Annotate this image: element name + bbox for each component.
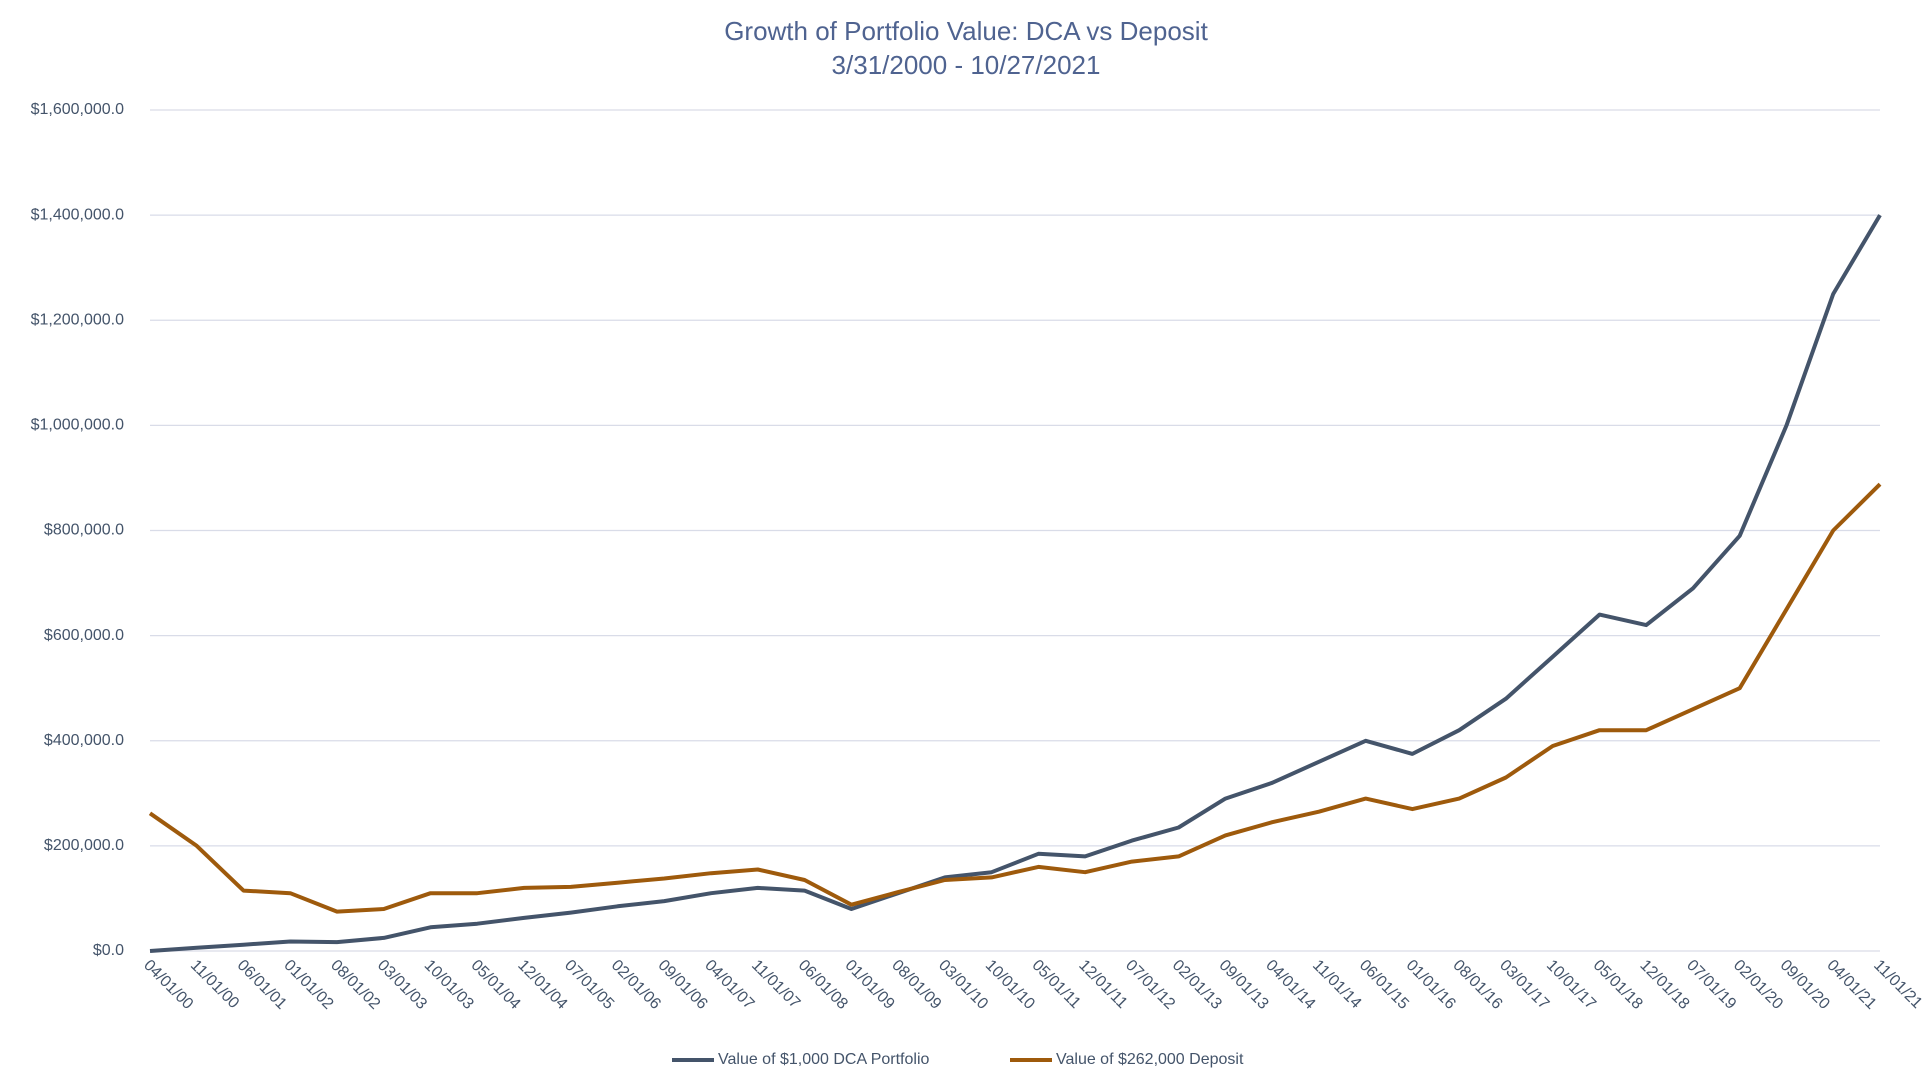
x-tick-label: 09/01/13 bbox=[1216, 957, 1272, 1013]
x-tick-label: 09/01/20 bbox=[1777, 957, 1833, 1013]
x-tick-label: 11/01/21 bbox=[1870, 957, 1925, 1012]
y-tick-label: $1,000,000.0 bbox=[31, 417, 125, 434]
x-tick-label: 07/01/05 bbox=[561, 957, 617, 1013]
chart-title: Growth of Portfolio Value: DCA vs Deposi… bbox=[724, 16, 1208, 46]
x-tick-label: 03/01/17 bbox=[1496, 957, 1552, 1013]
x-tick-label: 02/01/06 bbox=[608, 957, 664, 1013]
y-tick-label: $1,600,000.0 bbox=[31, 101, 125, 118]
x-tick-label: 04/01/07 bbox=[701, 957, 757, 1013]
x-tick-label: 04/01/14 bbox=[1262, 957, 1318, 1013]
x-tick-label: 06/01/01 bbox=[234, 957, 290, 1013]
x-tick-label: 01/01/09 bbox=[842, 957, 898, 1013]
x-tick-label: 07/01/19 bbox=[1683, 957, 1739, 1013]
y-tick-label: $800,000.0 bbox=[44, 522, 124, 539]
x-tick-label: 08/01/02 bbox=[327, 957, 383, 1013]
x-tick-label: 02/01/13 bbox=[1169, 957, 1225, 1013]
x-tick-label: 12/01/04 bbox=[514, 957, 570, 1013]
x-tick-label: 10/01/03 bbox=[421, 957, 477, 1013]
x-tick-label: 06/01/15 bbox=[1356, 957, 1412, 1013]
series-line bbox=[148, 482, 1882, 914]
x-tick-label: 05/01/11 bbox=[1029, 957, 1084, 1012]
legend-label: Value of $1,000 DCA Portfolio bbox=[718, 1051, 929, 1068]
x-tick-label: 01/01/16 bbox=[1403, 957, 1459, 1013]
x-tick-label: 01/01/02 bbox=[280, 957, 336, 1013]
x-tick-label: 08/01/16 bbox=[1449, 957, 1505, 1013]
chart-subtitle: 3/31/2000 - 10/27/2021 bbox=[832, 50, 1101, 80]
series-line bbox=[149, 214, 1882, 953]
x-tick-label: 05/01/18 bbox=[1590, 957, 1646, 1013]
x-tick-label: 12/01/11 bbox=[1075, 957, 1130, 1012]
y-tick-label: $1,400,000.0 bbox=[31, 206, 125, 223]
y-tick-label: $200,000.0 bbox=[44, 837, 124, 854]
x-tick-label: 08/01/09 bbox=[888, 957, 944, 1013]
x-tick-label: 12/01/18 bbox=[1636, 957, 1692, 1013]
x-tick-label: 06/01/08 bbox=[795, 957, 851, 1013]
legend-label: Value of $262,000 Deposit bbox=[1056, 1051, 1244, 1068]
y-tick-label: $600,000.0 bbox=[44, 627, 124, 644]
x-tick-label: 11/01/07 bbox=[748, 957, 803, 1012]
y-tick-label: $1,200,000.0 bbox=[31, 311, 125, 328]
x-tick-label: 04/01/21 bbox=[1823, 957, 1879, 1013]
x-tick-label: 02/01/20 bbox=[1730, 957, 1786, 1013]
x-tick-label: 10/01/10 bbox=[982, 957, 1038, 1013]
x-tick-label: 04/01/00 bbox=[140, 957, 196, 1013]
y-tick-label: $400,000.0 bbox=[44, 732, 124, 749]
x-tick-label: 11/01/00 bbox=[187, 957, 242, 1012]
x-tick-label: 05/01/04 bbox=[467, 957, 523, 1013]
x-tick-label: 10/01/17 bbox=[1543, 957, 1599, 1013]
x-tick-label: 03/01/10 bbox=[935, 957, 991, 1013]
x-tick-label: 07/01/12 bbox=[1122, 957, 1178, 1013]
x-tick-label: 03/01/03 bbox=[374, 957, 430, 1013]
x-tick-label: 09/01/06 bbox=[655, 957, 711, 1013]
x-tick-label: 11/01/14 bbox=[1309, 957, 1364, 1012]
y-tick-label: $0.0 bbox=[93, 942, 124, 959]
